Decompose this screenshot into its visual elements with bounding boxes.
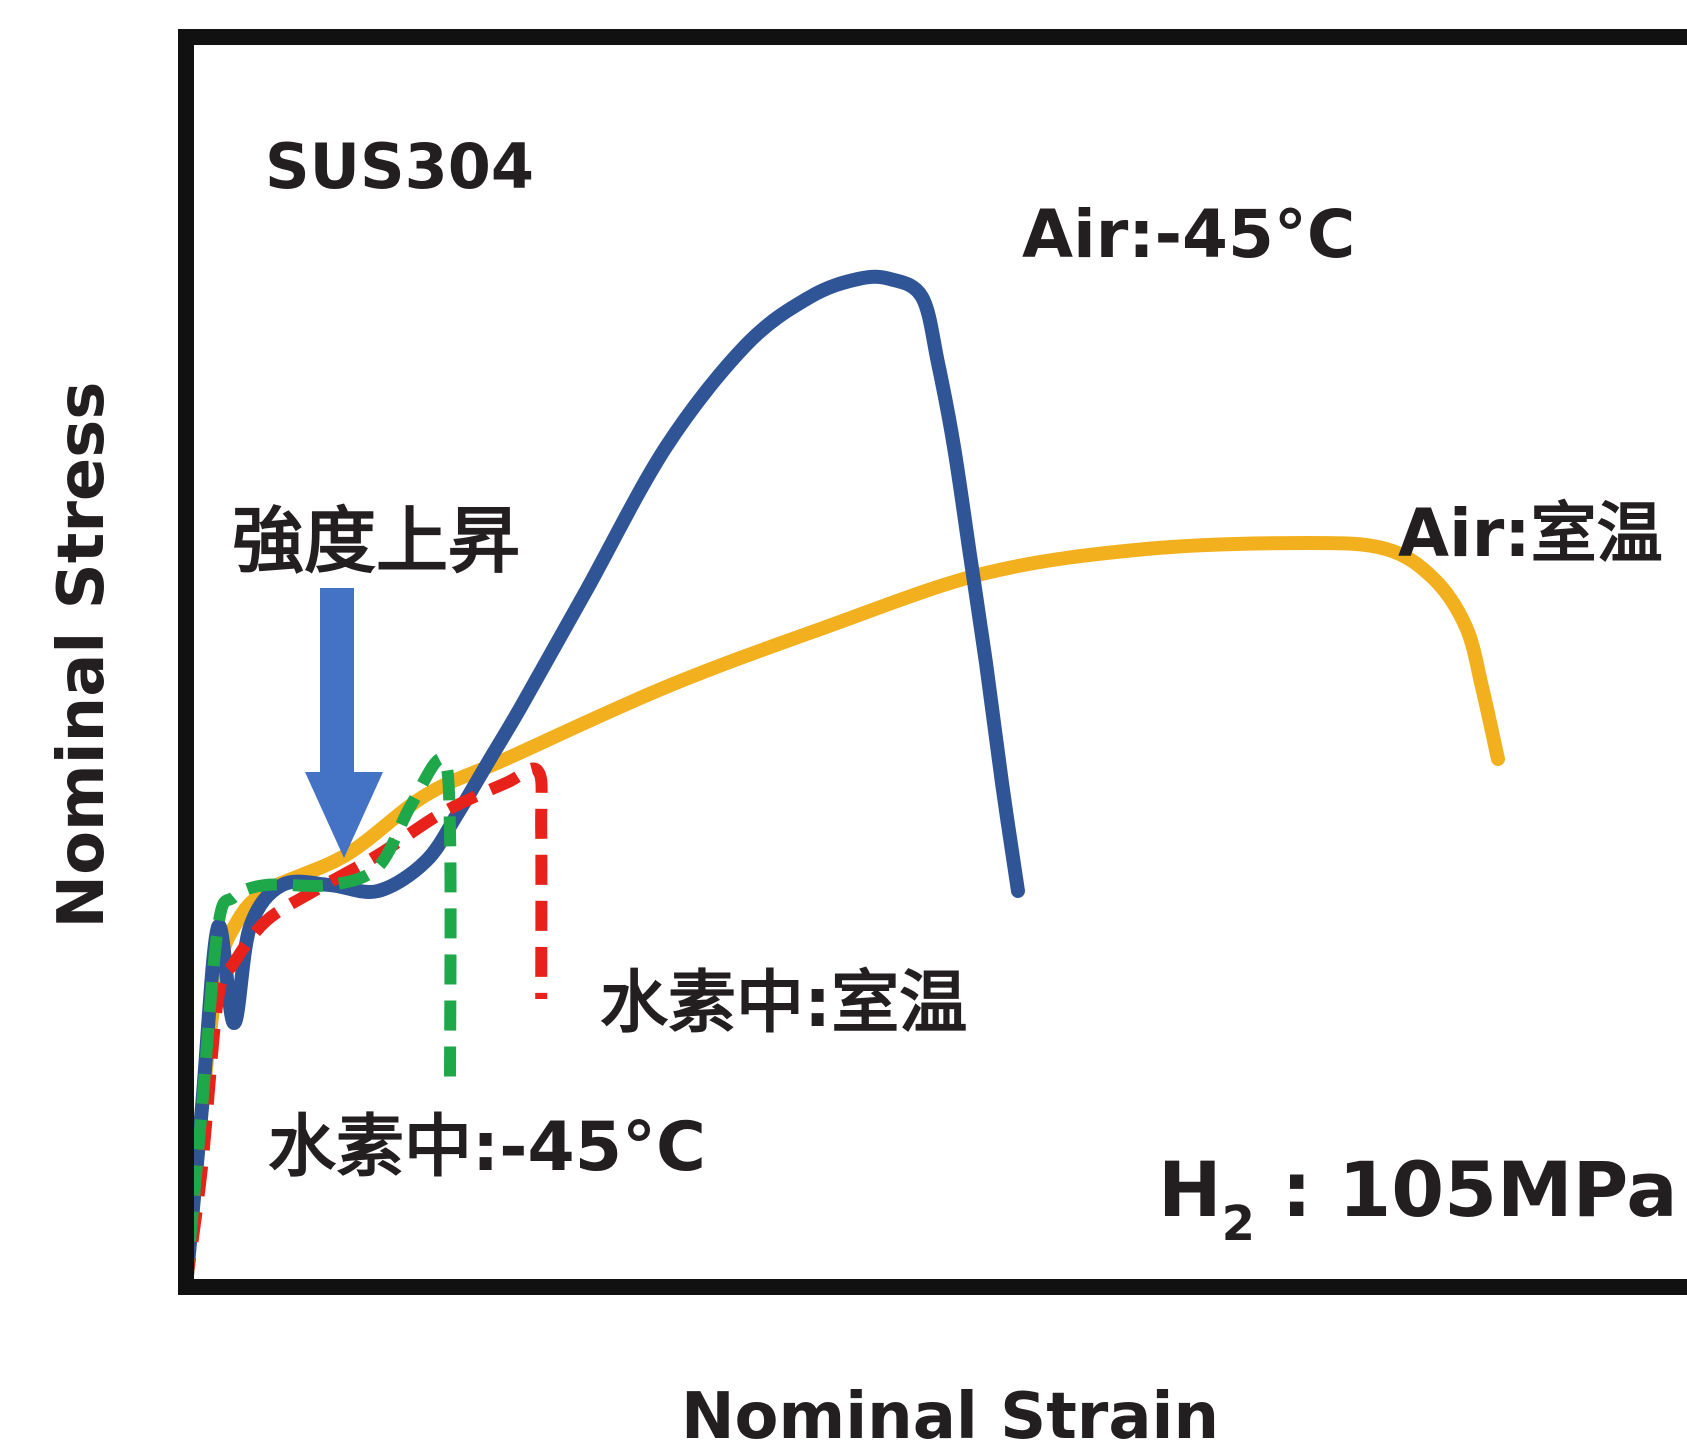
series-label-air-room: Air:室温	[1398, 495, 1663, 572]
y-axis-label: Nominal Stress	[45, 382, 119, 929]
strength-note-label: 強度上昇	[232, 499, 520, 583]
pressure-subscript: 2	[1222, 1196, 1255, 1252]
series-label-h2-minus45: 水素中:-45°C	[268, 1108, 706, 1187]
series-line-3	[186, 759, 451, 1287]
pressure-value: : 105MPa	[1255, 1145, 1678, 1234]
material-label: SUS304	[265, 130, 534, 203]
pressure-prefix: H	[1158, 1145, 1222, 1234]
plot-frame	[186, 37, 1687, 1287]
series-label-h2-room: 水素中:室温	[600, 964, 967, 1043]
series-label-air-minus45: Air:-45°C	[1022, 196, 1355, 273]
pressure-label: H2 : 105MPa	[1158, 1145, 1678, 1252]
strength-arrow-icon	[305, 588, 383, 858]
x-axis-label: Nominal Strain	[681, 1380, 1219, 1441]
